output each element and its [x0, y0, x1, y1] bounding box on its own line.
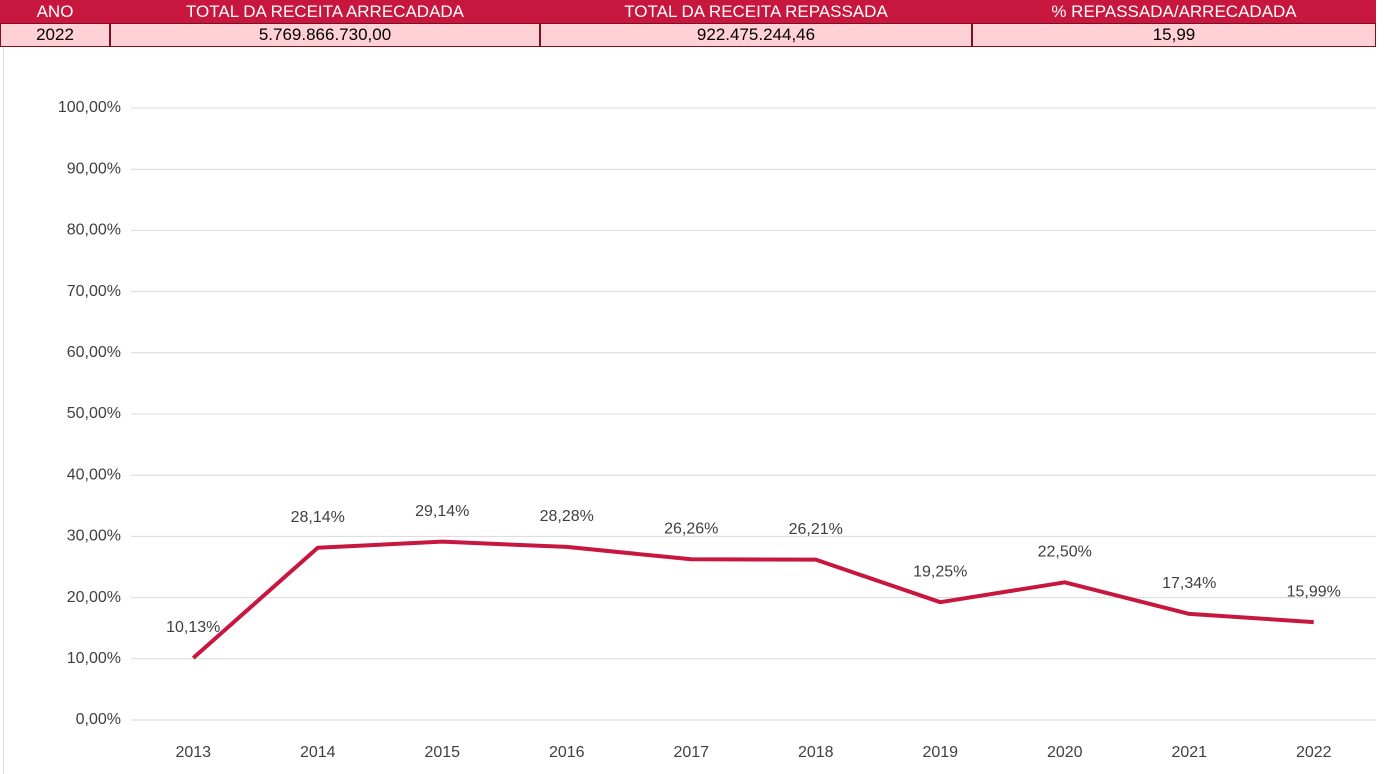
header-cell: % REPASSADA/ARRECADADA [972, 0, 1376, 23]
x-tick-label: 2019 [922, 744, 958, 761]
x-tick-label: 2014 [300, 744, 336, 761]
header-cell: TOTAL DA RECEITA REPASSADA [540, 0, 972, 23]
data-label: 28,28% [540, 508, 594, 525]
y-tick-label: 100,00% [58, 99, 121, 116]
data-label: 22,50% [1038, 544, 1092, 561]
y-tick-label: 90,00% [67, 160, 121, 177]
data-label: 17,34% [1162, 575, 1216, 592]
data-row: 2022 5.769.866.730,00 922.475.244,46 15,… [0, 23, 1376, 47]
header-row: ANO TOTAL DA RECEITA ARRECADADA TOTAL DA… [0, 0, 1376, 23]
cell: 15,99 [972, 23, 1376, 47]
cell: 2022 [0, 23, 110, 47]
x-tick-label: 2015 [424, 744, 460, 761]
x-tick-label: 2021 [1171, 744, 1207, 761]
y-tick-label: 10,00% [67, 650, 121, 667]
data-label: 29,14% [415, 503, 469, 520]
x-tick-label: 2020 [1047, 744, 1083, 761]
data-label: 15,99% [1287, 583, 1341, 600]
data-label: 28,14% [291, 509, 345, 526]
x-tick-label: 2013 [175, 744, 211, 761]
data-label: 10,13% [166, 619, 220, 636]
x-tick-label: 2016 [549, 744, 585, 761]
y-tick-label: 80,00% [67, 222, 121, 239]
header-cell: ANO [0, 0, 110, 23]
x-tick-label: 2017 [673, 744, 709, 761]
y-tick-label: 60,00% [67, 344, 121, 361]
x-tick-label: 2022 [1296, 744, 1332, 761]
line [191, 539, 1314, 660]
y-tick-label: 40,00% [67, 466, 121, 483]
y-tick-label: 20,00% [67, 589, 121, 606]
data-label: 26,26% [664, 521, 718, 538]
header-cell: TOTAL DA RECEITA ARRECADADA [110, 0, 540, 23]
data-label: 19,25% [913, 563, 967, 580]
x-tick-label: 2018 [798, 744, 834, 761]
y-tick-label: 30,00% [67, 528, 121, 545]
summary-table: ANO TOTAL DA RECEITA ARRECADADA TOTAL DA… [0, 0, 1376, 47]
data-label: 26,21% [789, 521, 843, 538]
y-tick-label: 50,00% [67, 405, 121, 422]
y-tick-label: 70,00% [67, 283, 121, 300]
cell: 5.769.866.730,00 [110, 23, 540, 47]
y-tick-label: 0,00% [76, 711, 121, 728]
cell: 922.475.244,46 [540, 23, 972, 47]
